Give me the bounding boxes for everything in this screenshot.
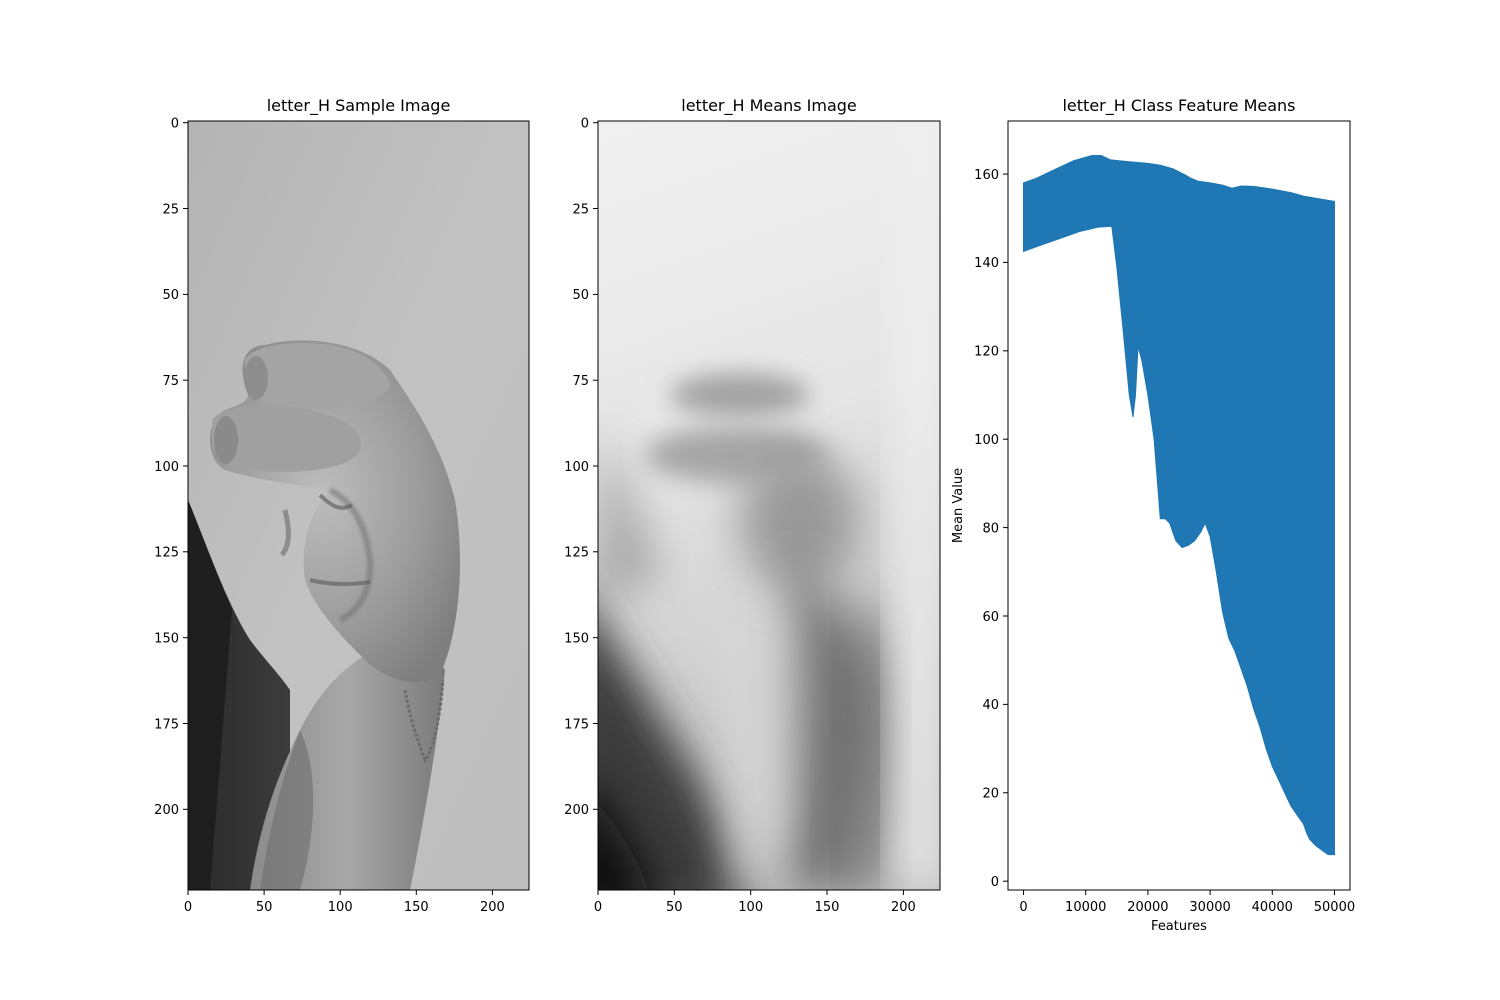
x-axis-label: Features bbox=[1151, 919, 1207, 934]
y-axis-ticks: 0 20 40 60 80 100 120 140 160 bbox=[974, 168, 1008, 890]
y-tick-label: 75 bbox=[162, 374, 179, 389]
y-tick-label: 125 bbox=[564, 546, 589, 561]
x-tick-label: 30000 bbox=[1189, 900, 1230, 915]
x-tick-label: 50 bbox=[256, 900, 273, 915]
y-axis-label: Mean Value bbox=[951, 468, 966, 543]
x-axis-ticks: 0 50 100 150 200 bbox=[594, 890, 916, 915]
x-tick-label: 100 bbox=[738, 900, 763, 915]
y-tick-label: 175 bbox=[564, 717, 589, 732]
sample-image-panel: letter_H Sample Image bbox=[154, 96, 530, 915]
y-tick-label: 100 bbox=[154, 460, 179, 475]
y-tick-label: 50 bbox=[572, 288, 589, 303]
x-tick-label: 200 bbox=[891, 900, 916, 915]
x-axis-ticks: 0 50 100 150 200 bbox=[184, 890, 505, 915]
sample-image bbox=[188, 121, 529, 890]
x-tick-label: 0 bbox=[594, 900, 602, 915]
y-tick-label: 140 bbox=[974, 256, 999, 271]
y-tick-label: 80 bbox=[982, 521, 999, 536]
x-tick-label: 0 bbox=[184, 900, 192, 915]
x-tick-label: 50000 bbox=[1314, 900, 1355, 915]
y-tick-label: 50 bbox=[162, 288, 179, 303]
y-tick-label: 150 bbox=[154, 632, 179, 647]
y-axis-ticks: 0 25 50 75 100 125 150 175 200 bbox=[564, 117, 598, 818]
x-tick-label: 10000 bbox=[1065, 900, 1106, 915]
y-tick-label: 160 bbox=[974, 168, 999, 183]
x-tick-label: 40000 bbox=[1252, 900, 1293, 915]
plot-frame bbox=[1007, 120, 1351, 891]
y-tick-label: 25 bbox=[572, 202, 589, 217]
y-tick-label: 0 bbox=[581, 117, 589, 132]
y-tick-label: 100 bbox=[564, 460, 589, 475]
x-tick-label: 0 bbox=[1019, 900, 1027, 915]
y-tick-label: 75 bbox=[572, 374, 589, 389]
y-tick-label: 0 bbox=[991, 875, 999, 890]
chart-title: letter_H Class Feature Means bbox=[1062, 96, 1295, 116]
panel-title: letter_H Sample Image bbox=[267, 96, 451, 116]
y-tick-label: 175 bbox=[154, 717, 179, 732]
x-tick-label: 150 bbox=[404, 900, 429, 915]
x-axis-ticks: 0 10000 20000 30000 40000 50000 bbox=[1019, 890, 1355, 915]
y-axis-ticks: 0 25 50 75 100 125 150 175 200 bbox=[154, 117, 188, 818]
y-tick-label: 60 bbox=[982, 610, 999, 625]
y-tick-label: 120 bbox=[974, 345, 999, 360]
y-tick-label: 100 bbox=[974, 433, 999, 448]
y-tick-label: 125 bbox=[154, 546, 179, 561]
x-tick-label: 100 bbox=[328, 900, 353, 915]
panel-title: letter_H Means Image bbox=[681, 96, 857, 116]
feature-means-chart: letter_H Class Feature Means 0 10000 20000… bbox=[951, 96, 1355, 934]
x-tick-label: 50 bbox=[666, 900, 683, 915]
y-tick-label: 0 bbox=[171, 117, 179, 132]
means-image bbox=[598, 121, 940, 890]
y-tick-label: 25 bbox=[162, 202, 179, 217]
y-tick-label: 20 bbox=[982, 787, 999, 802]
x-tick-label: 150 bbox=[815, 900, 840, 915]
feature-means-area bbox=[1023, 155, 1335, 856]
y-tick-label: 200 bbox=[154, 803, 179, 818]
x-tick-label: 200 bbox=[480, 900, 505, 915]
x-tick-label: 20000 bbox=[1127, 900, 1168, 915]
y-tick-label: 150 bbox=[564, 632, 589, 647]
y-tick-label: 200 bbox=[564, 803, 589, 818]
y-tick-label: 40 bbox=[982, 698, 999, 713]
means-image-panel: letter_H Means Image bbox=[564, 96, 941, 915]
